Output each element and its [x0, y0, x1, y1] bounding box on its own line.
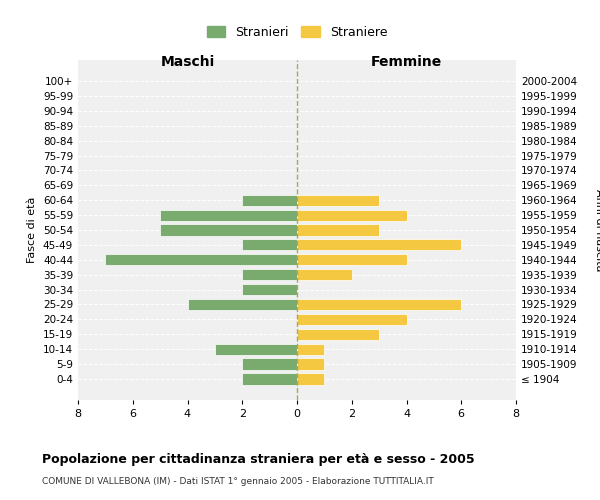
Bar: [242, 194, 297, 206]
Legend: Stranieri, Straniere: Stranieri, Straniere: [203, 22, 391, 42]
Bar: [297, 210, 407, 220]
Bar: [297, 344, 325, 355]
Bar: [160, 210, 297, 220]
Bar: [187, 299, 297, 310]
Bar: [242, 284, 297, 295]
Y-axis label: Fasce di età: Fasce di età: [28, 197, 37, 263]
Text: Popolazione per cittadinanza straniera per età e sesso - 2005: Popolazione per cittadinanza straniera p…: [42, 452, 475, 466]
Y-axis label: Anni di nascita: Anni di nascita: [594, 188, 600, 271]
Bar: [297, 314, 407, 325]
Text: Maschi: Maschi: [160, 55, 215, 69]
Bar: [297, 358, 325, 370]
Bar: [297, 224, 379, 235]
Bar: [297, 269, 352, 280]
Bar: [297, 374, 325, 384]
Bar: [106, 254, 297, 266]
Bar: [160, 224, 297, 235]
Bar: [242, 374, 297, 384]
Bar: [242, 358, 297, 370]
Bar: [297, 328, 379, 340]
Bar: [215, 344, 297, 355]
Bar: [242, 269, 297, 280]
Bar: [297, 299, 461, 310]
Bar: [297, 240, 461, 250]
Text: Femmine: Femmine: [371, 55, 442, 69]
Bar: [242, 240, 297, 250]
Text: COMUNE DI VALLEBONA (IM) - Dati ISTAT 1° gennaio 2005 - Elaborazione TUTTITALIA.: COMUNE DI VALLEBONA (IM) - Dati ISTAT 1°…: [42, 478, 434, 486]
Bar: [297, 254, 407, 266]
Bar: [297, 194, 379, 206]
